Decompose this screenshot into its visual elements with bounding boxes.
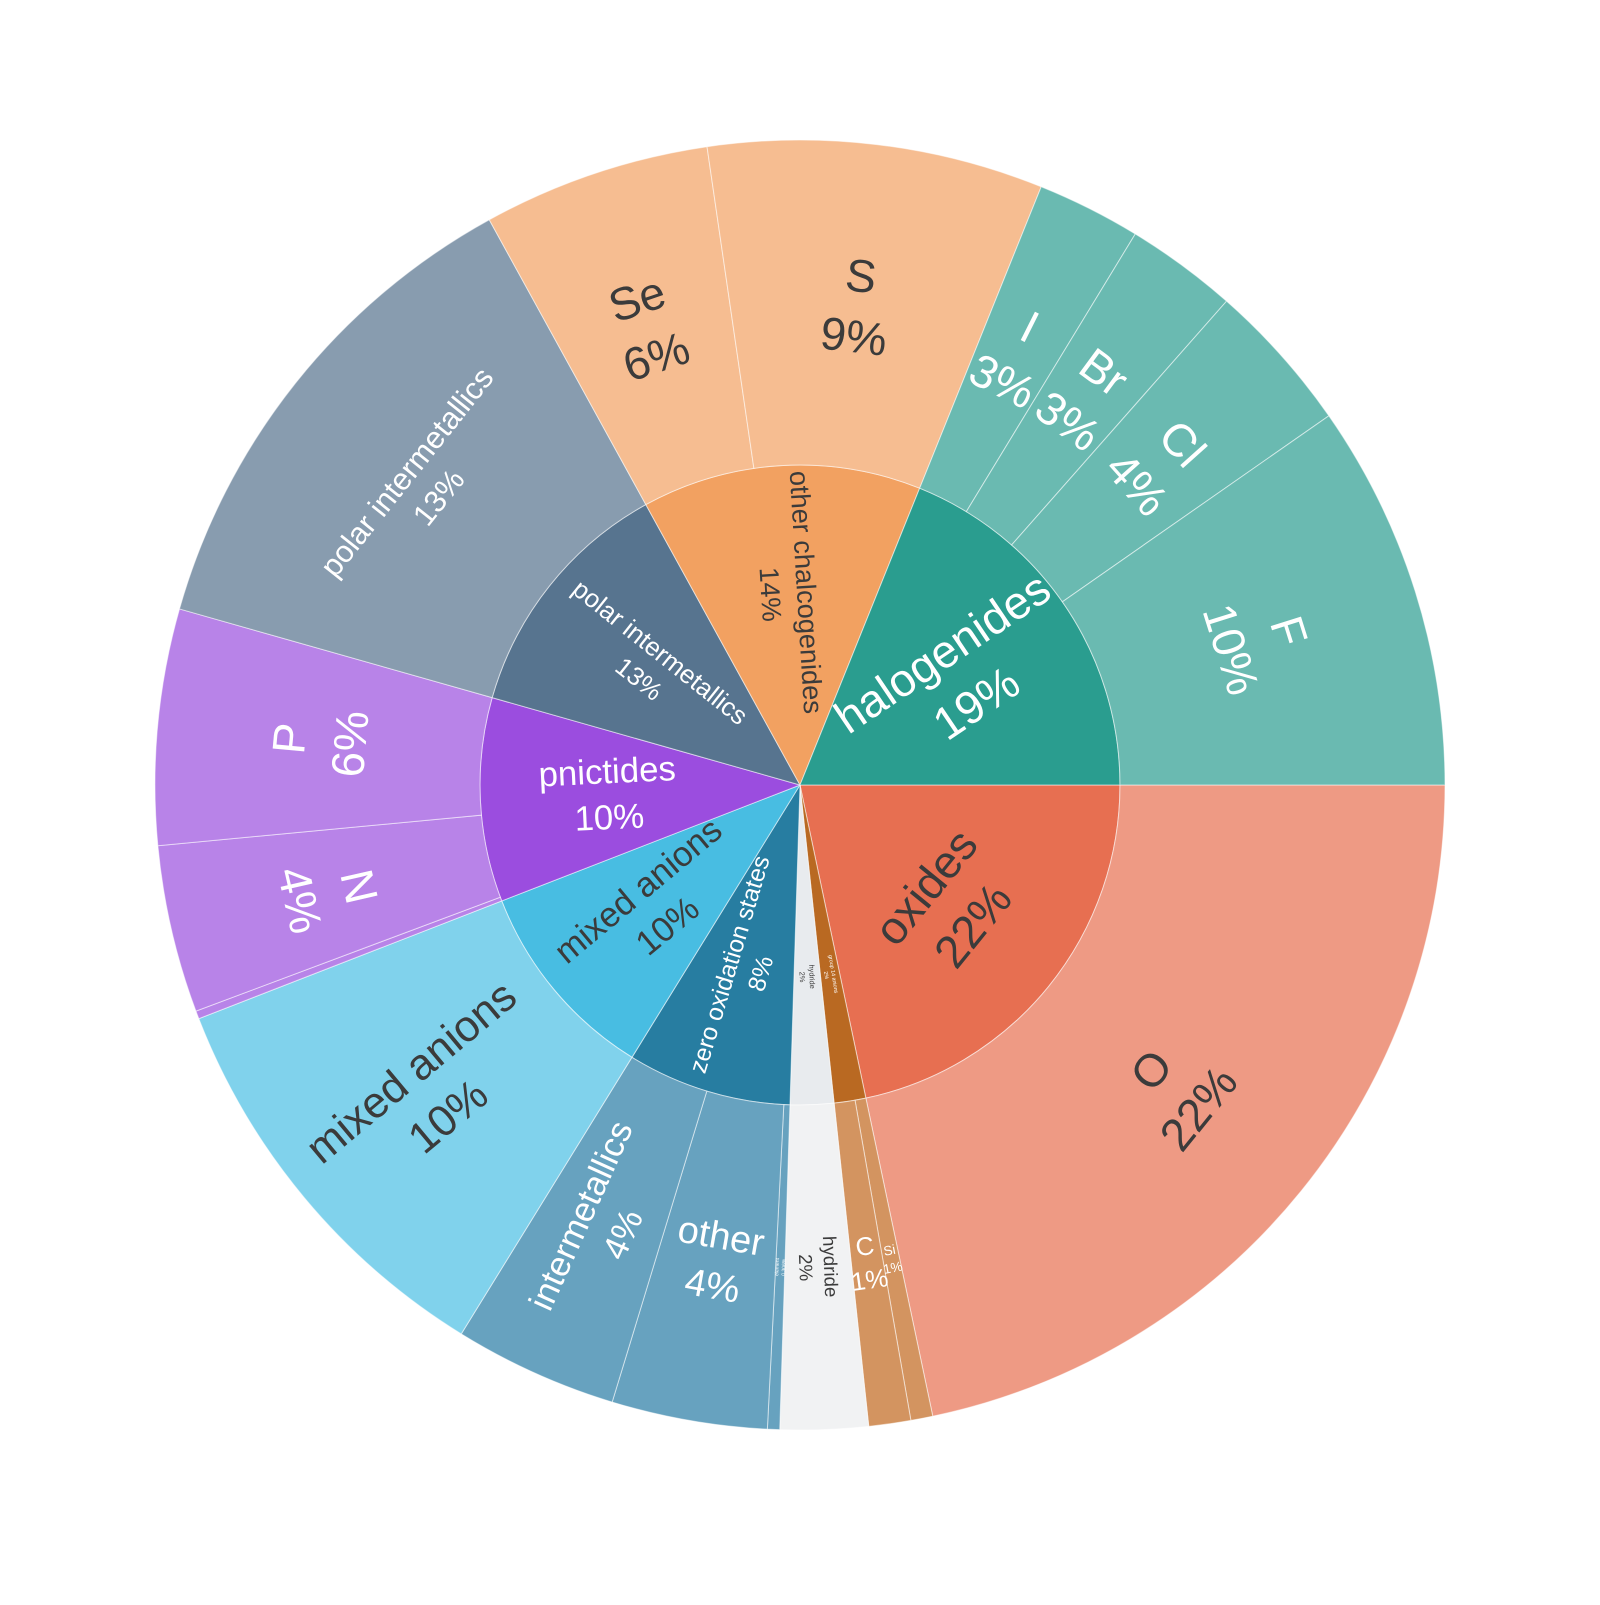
label-inner-pnictides: pnictides10%: [538, 749, 679, 840]
outer-slice-polar-intermetallics[interactable]: [178, 219, 647, 699]
outer-slice-f[interactable]: [1061, 415, 1446, 786]
label-outer-si: Si1%: [879, 1241, 904, 1277]
slices: [154, 139, 1446, 1431]
label-outer-hydride: hydride2%: [794, 1236, 842, 1299]
label-outer-s: S9%: [818, 246, 897, 366]
outer-slice-s[interactable]: [706, 139, 1042, 489]
label-inner-hydride: hydride2%: [797, 964, 817, 989]
label-outer-c: C1%: [845, 1231, 890, 1297]
outer-slice-o[interactable]: [865, 784, 1446, 1417]
label-outer-element: element0.306%: [774, 1257, 787, 1276]
outer-slice-mixed-anions[interactable]: [198, 900, 633, 1335]
label-outer-p: P6%: [260, 703, 378, 779]
